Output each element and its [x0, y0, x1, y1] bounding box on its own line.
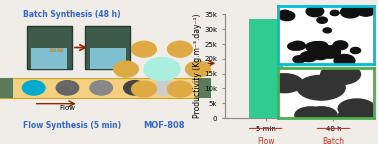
Circle shape [312, 42, 328, 51]
Circle shape [305, 107, 337, 123]
Circle shape [341, 6, 360, 18]
Circle shape [330, 10, 339, 16]
Circle shape [338, 99, 375, 118]
Bar [31, 48, 67, 69]
Circle shape [144, 58, 180, 81]
Circle shape [307, 42, 325, 53]
Circle shape [297, 75, 345, 100]
Circle shape [167, 81, 192, 97]
Circle shape [279, 11, 295, 21]
Circle shape [186, 61, 210, 77]
Text: ≈≈: ≈≈ [49, 45, 65, 55]
Circle shape [124, 81, 146, 95]
Circle shape [321, 64, 361, 85]
Bar [0, 78, 14, 98]
Circle shape [167, 41, 192, 57]
Circle shape [132, 41, 156, 57]
Circle shape [330, 51, 340, 56]
Circle shape [113, 61, 138, 77]
Circle shape [323, 28, 332, 33]
Bar [27, 26, 72, 69]
Circle shape [331, 50, 340, 55]
Text: Flow: Flow [59, 105, 76, 111]
Circle shape [56, 81, 79, 95]
Circle shape [293, 56, 305, 63]
Circle shape [90, 81, 113, 95]
Bar [0, 78, 198, 98]
Circle shape [132, 81, 156, 97]
Text: Batch Synthesis (48 h): Batch Synthesis (48 h) [23, 10, 121, 19]
Circle shape [23, 81, 45, 95]
Bar [90, 48, 126, 69]
Circle shape [356, 5, 375, 16]
Circle shape [320, 46, 341, 58]
Text: Batch: Batch [322, 137, 344, 144]
Y-axis label: Productivity (Kg.m⁻³.day⁻¹): Productivity (Kg.m⁻³.day⁻¹) [193, 14, 202, 119]
Circle shape [295, 107, 327, 123]
Text: Flow: Flow [257, 137, 274, 144]
Text: MOF-808: MOF-808 [143, 121, 185, 130]
Circle shape [288, 42, 301, 50]
Circle shape [317, 17, 327, 23]
Bar [85, 26, 130, 69]
Circle shape [334, 54, 355, 67]
Circle shape [306, 6, 324, 17]
Bar [249, 19, 283, 118]
Circle shape [313, 51, 328, 60]
Circle shape [291, 41, 305, 50]
Circle shape [306, 42, 321, 51]
Circle shape [279, 10, 290, 17]
Circle shape [350, 48, 361, 54]
Circle shape [300, 52, 317, 62]
Bar [198, 78, 211, 98]
Text: Flow Synthesis (5 min): Flow Synthesis (5 min) [23, 121, 121, 130]
Circle shape [333, 41, 348, 50]
Circle shape [153, 81, 175, 95]
Circle shape [338, 106, 378, 128]
Circle shape [266, 74, 303, 93]
